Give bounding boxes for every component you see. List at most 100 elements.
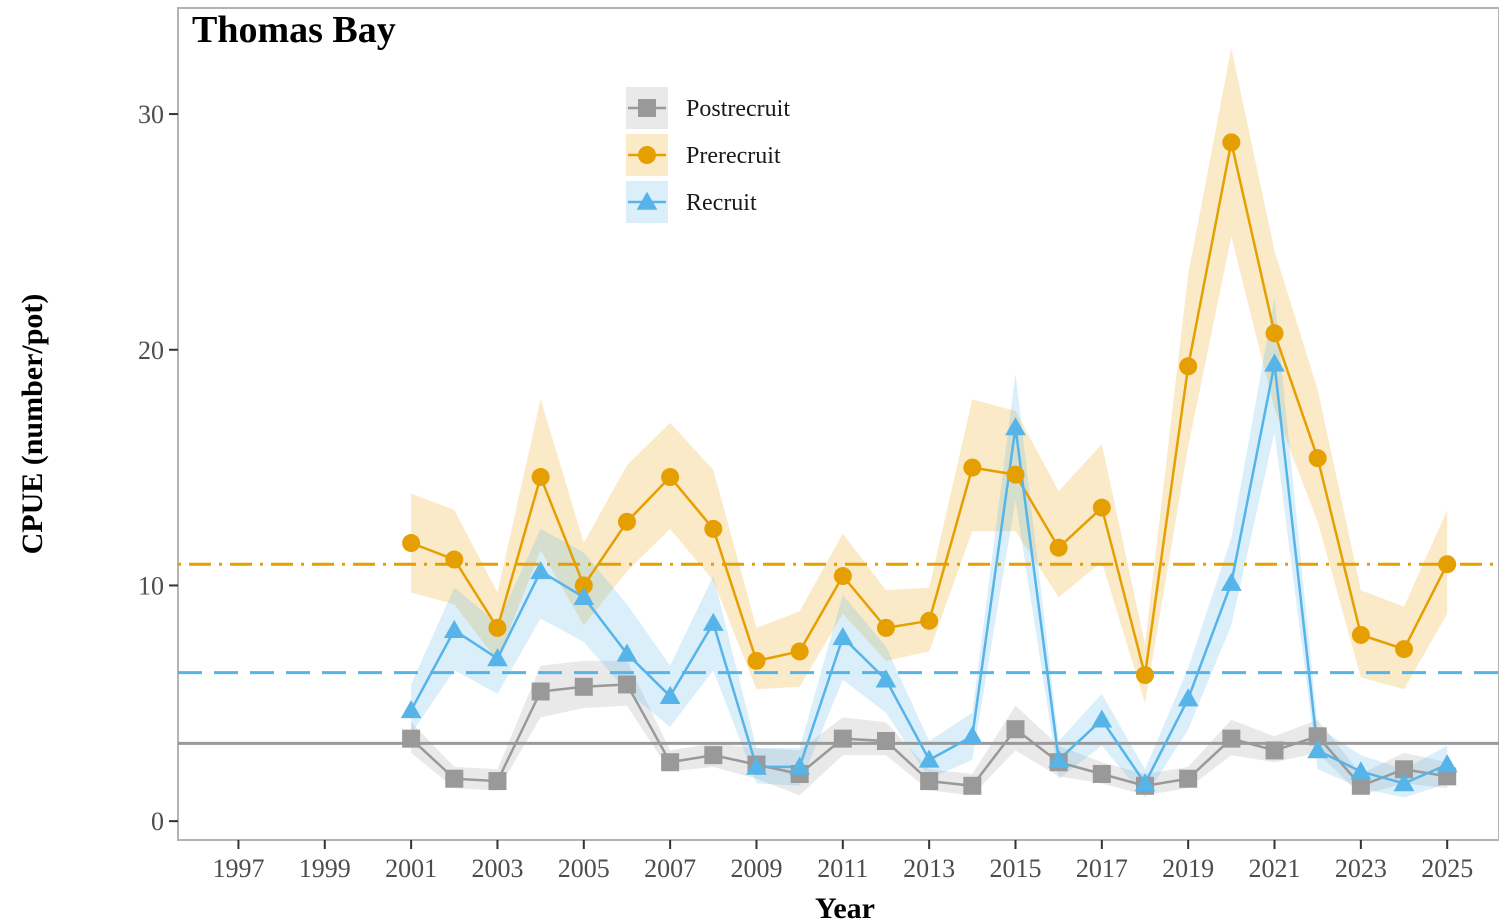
legend-label: Recruit: [686, 190, 757, 216]
series-markers: [400, 133, 1458, 795]
recruit-point-2011: [832, 626, 854, 646]
y-tick-label-0: 0: [151, 807, 164, 836]
recruit-point-2016: [1048, 749, 1070, 768]
postrecruit-point-2015: [1006, 720, 1025, 739]
x-tick-label-2023: 2023: [1335, 854, 1387, 883]
prerecruit-point-2020: [1222, 133, 1241, 152]
prerecruit-point-2006: [617, 512, 636, 531]
legend-key-marker: [636, 191, 658, 210]
prerecruit-point-2021: [1265, 324, 1284, 343]
recruit-point-2017: [1091, 709, 1113, 728]
x-tick-label-2001: 2001: [385, 854, 437, 883]
x-tick-label-2015: 2015: [989, 854, 1041, 883]
prerecruit-point-2012: [876, 618, 895, 637]
y-tick-label-20: 20: [138, 336, 164, 365]
prerecruit-point-2022: [1308, 449, 1327, 468]
postrecruit-point-2008: [704, 746, 723, 765]
legend-item-postrecruit: Postrecruit: [626, 87, 790, 129]
x-tick-label-2003: 2003: [471, 854, 523, 883]
recruit-point-2010: [789, 756, 810, 775]
prerecruit-point-2011: [833, 567, 852, 586]
prerecruit-point-2018: [1136, 666, 1155, 685]
x-tick-label-2007: 2007: [644, 854, 696, 883]
postrecruit-point-2014: [963, 776, 982, 795]
prerecruit-point-2014: [963, 458, 982, 477]
postrecruit-point-2019: [1179, 769, 1198, 788]
x-tick-label-1999: 1999: [299, 854, 351, 883]
prerecruit-point-2023: [1351, 625, 1370, 644]
recruit-point-2008: [702, 612, 724, 631]
recruit-point-2003: [487, 648, 508, 667]
recruit-point-2001: [400, 700, 422, 719]
postrecruit-point-2017: [1092, 765, 1111, 784]
legend-key-marker: [638, 99, 656, 117]
recruit-point-2024: [1393, 773, 1415, 792]
recruit-point-2002: [443, 619, 465, 638]
postrecruit-point-2001: [402, 729, 421, 748]
recruit-point-2025: [1436, 754, 1458, 773]
postrecruit-point-2007: [661, 753, 680, 772]
recruit-point-2023: [1350, 761, 1372, 780]
recruit-point-2022: [1307, 740, 1329, 759]
legend-label: Prerecruit: [686, 143, 781, 169]
prerecruit-point-2001: [402, 534, 421, 553]
prerecruit-point-2013: [920, 611, 939, 630]
recruit-point-2009: [746, 756, 767, 775]
postrecruit-point-2011: [833, 729, 852, 748]
x-tick-label-2021: 2021: [1249, 854, 1301, 883]
x-tick-label-2019: 2019: [1162, 854, 1214, 883]
recruit-point-2015: [1005, 417, 1026, 436]
postrecruit-point-2021: [1265, 741, 1284, 760]
x-tick-label-2025: 2025: [1421, 854, 1473, 883]
postrecruit-point-2003: [488, 772, 507, 791]
recruit-point-2012: [875, 669, 897, 688]
postrecruit-point-2004: [531, 682, 550, 701]
prerecruit-point-2017: [1092, 498, 1111, 517]
prerecruit-point-2008: [704, 519, 723, 538]
x-axis: 1997 1999 2001 2003 2005 2007 2009 2011 2013 2015…: [212, 840, 1473, 883]
y-tick-label-30: 30: [138, 100, 164, 129]
prerecruit-point-2019: [1179, 357, 1198, 376]
prerecruit-point-2004: [531, 468, 550, 487]
recruit-point-2019: [1177, 688, 1199, 707]
recruit-point-2020: [1220, 572, 1242, 591]
y-axis: 0 10 20 30: [138, 100, 178, 836]
recruit-point-2007: [659, 685, 681, 704]
y-axis-title: CPUE (number/pot): [16, 294, 49, 555]
recruit-point-2013: [918, 749, 940, 768]
postrecruit-point-2022: [1308, 727, 1327, 746]
prerecruit-point-2007: [661, 468, 680, 487]
postrecruit-point-2024: [1395, 760, 1414, 779]
prerecruit-point-2003: [488, 618, 507, 637]
postrecruit-point-2023: [1351, 776, 1370, 795]
x-tick-label-2005: 2005: [558, 854, 610, 883]
prerecruit-point-2010: [790, 642, 809, 661]
postrecruit-point-2002: [445, 769, 464, 788]
postrecruit-point-2013: [920, 772, 939, 791]
postrecruit-point-2005: [574, 677, 593, 696]
prerecruit-point-2016: [1049, 538, 1068, 557]
recruit-point-2005: [573, 586, 595, 605]
y-tick-label-10: 10: [138, 571, 164, 600]
plot-panel: [177, 7, 1499, 841]
panel-title: Thomas Bay: [192, 9, 396, 51]
postrecruit-point-2006: [617, 675, 636, 694]
postrecruit-point-2020: [1222, 729, 1241, 748]
recruit-point-2004: [530, 560, 551, 580]
x-tick-label-1997: 1997: [212, 854, 264, 883]
recruit-point-2014: [961, 725, 983, 745]
legend-label: Postrecruit: [686, 96, 790, 122]
prerecruit-point-2024: [1395, 640, 1414, 659]
legend: Postrecruit Prerecruit Recruit: [626, 87, 790, 223]
x-tick-label-2017: 2017: [1076, 854, 1128, 883]
prerecruit-point-2015: [1006, 465, 1025, 484]
x-tick-label-2009: 2009: [730, 854, 782, 883]
prerecruit-point-2002: [445, 550, 464, 569]
recruit-point-2006: [616, 643, 638, 662]
x-axis-title: Year: [815, 892, 875, 924]
legend-item-recruit: Recruit: [626, 181, 757, 223]
x-tick-label-2013: 2013: [903, 854, 955, 883]
legend-item-prerecruit: Prerecruit: [626, 134, 781, 176]
postrecruit-point-2012: [876, 732, 895, 751]
